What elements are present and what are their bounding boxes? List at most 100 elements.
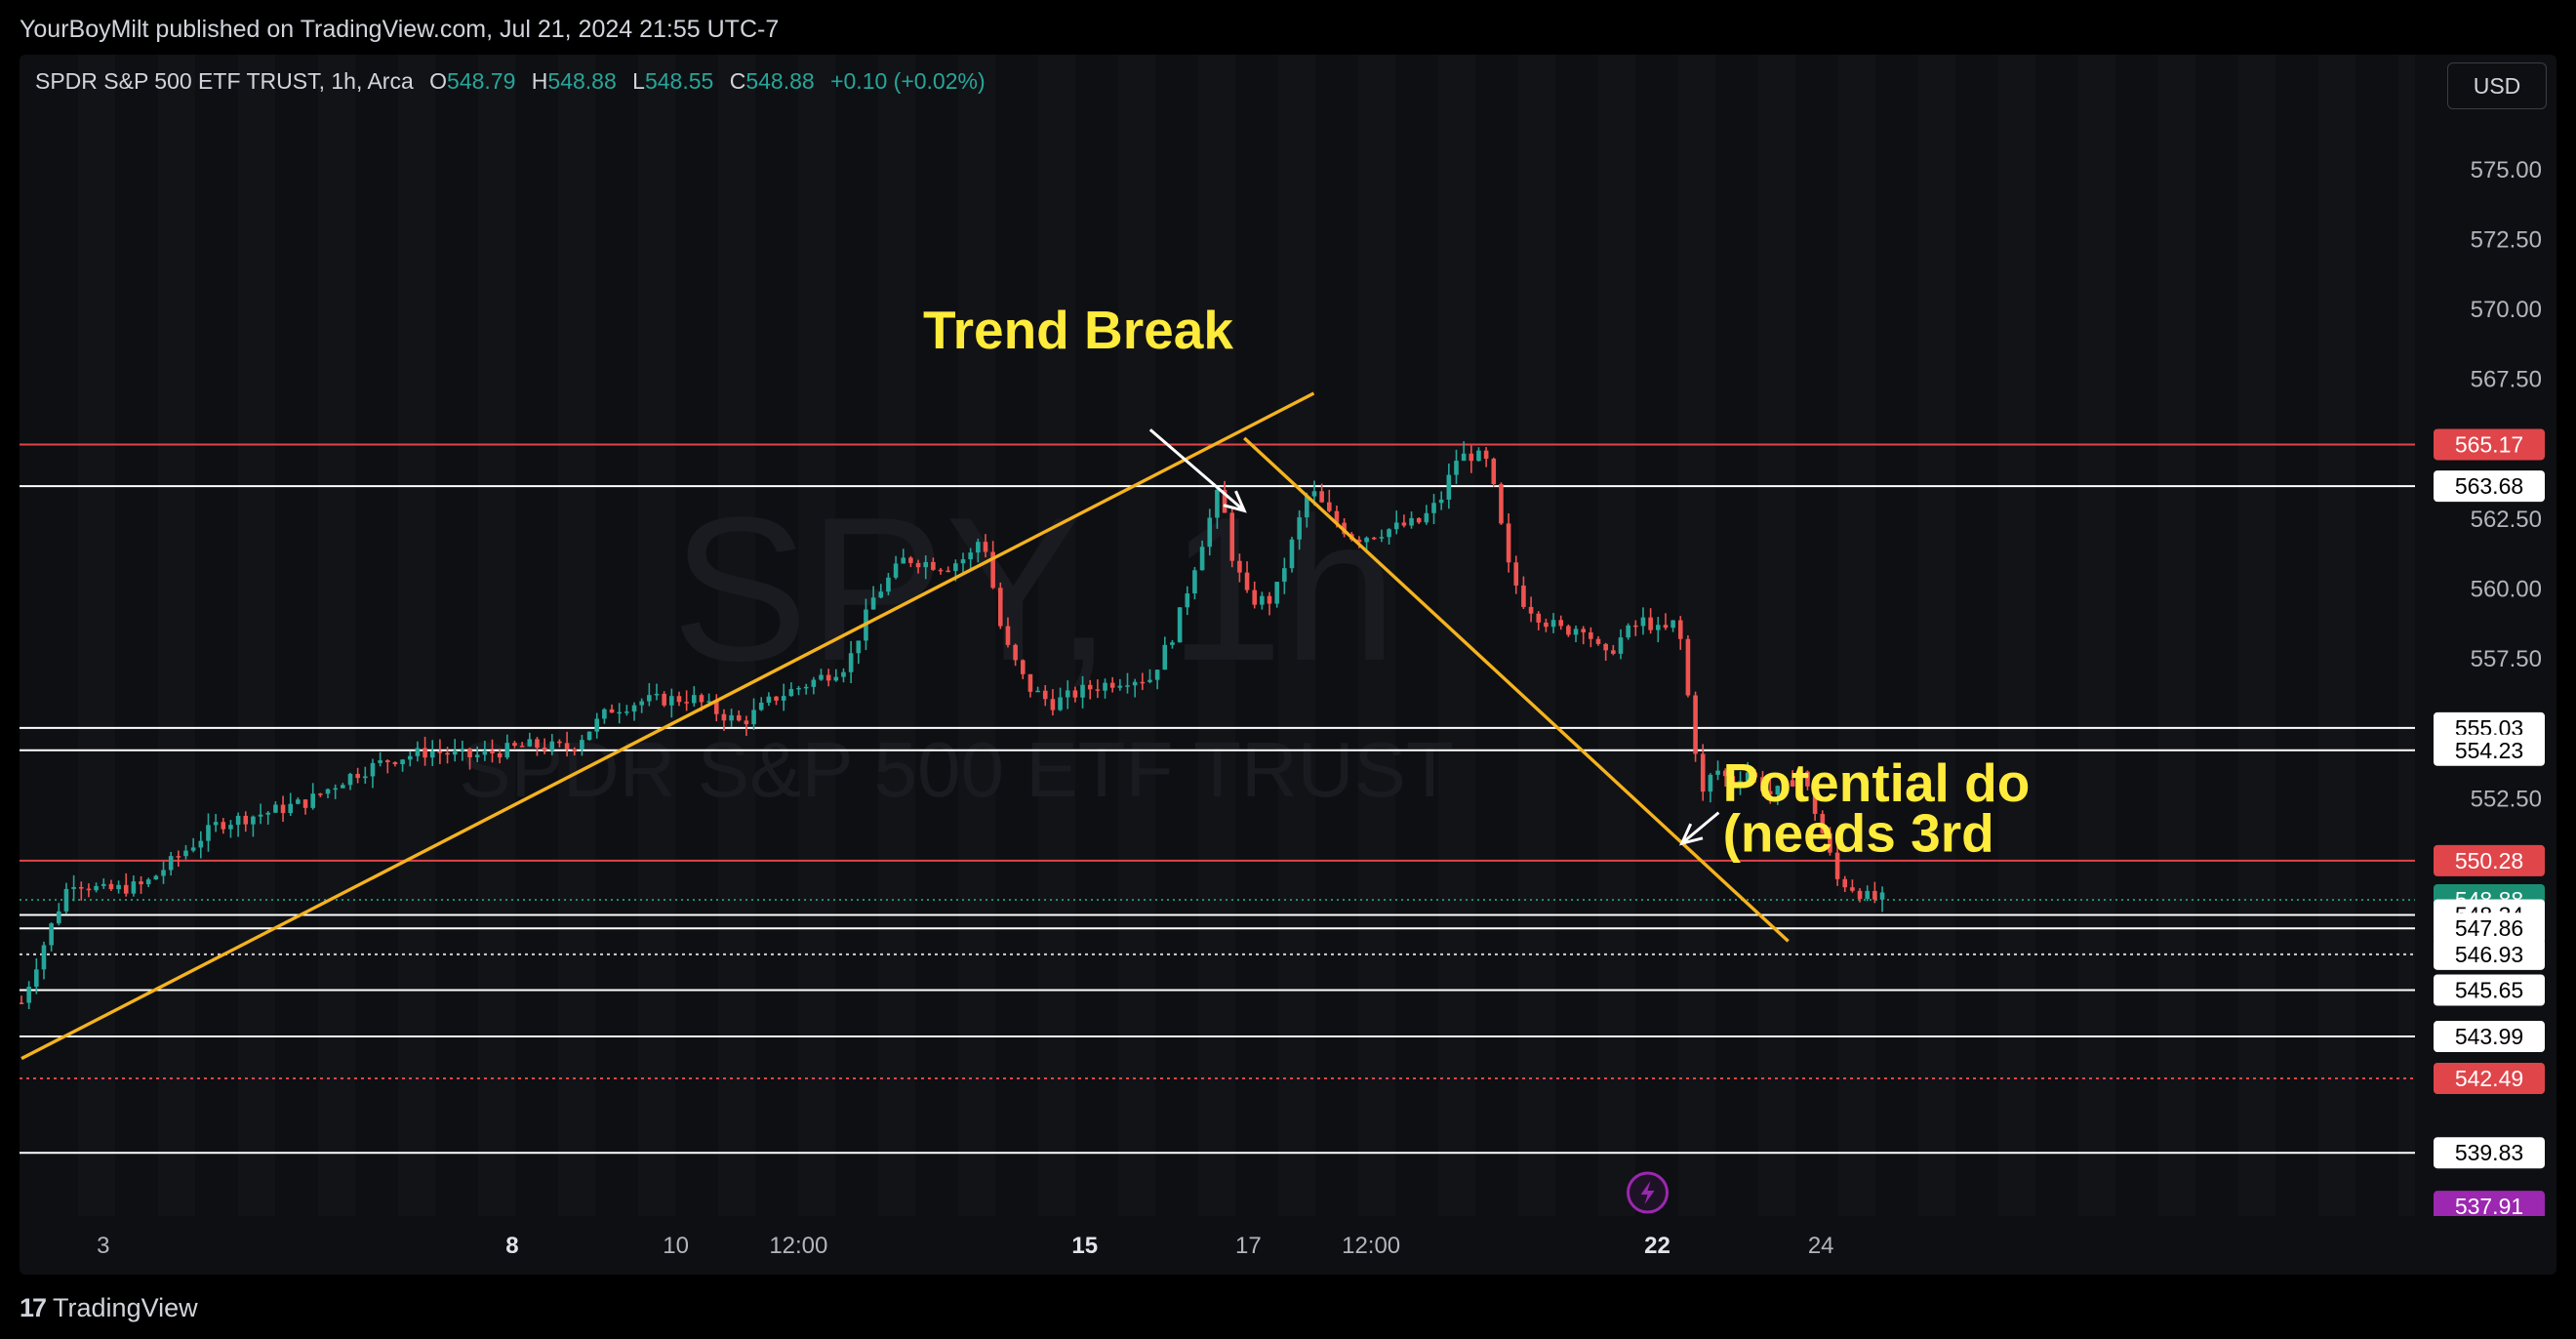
candle — [145, 877, 151, 887]
candle — [183, 844, 188, 860]
candle-body — [183, 850, 188, 857]
price-level-badge[interactable]: 563.68 — [2434, 470, 2545, 503]
price-level-badge[interactable]: 554.23 — [2434, 734, 2545, 766]
annotation-arrows[interactable] — [1148, 428, 1720, 846]
badge-label: 546.93 — [2455, 942, 2523, 967]
candle — [662, 691, 666, 708]
candle — [1050, 689, 1056, 716]
candle-body — [609, 709, 615, 713]
badge-background — [2434, 1191, 2545, 1223]
candle-body — [833, 676, 839, 681]
candle — [325, 788, 331, 798]
candle-body — [1566, 626, 1571, 635]
price-tick-label: 560.00 — [2471, 577, 2542, 603]
candle — [684, 690, 689, 711]
price-level-badge[interactable]: 546.93 — [2434, 938, 2545, 970]
candle — [78, 881, 84, 901]
candle-body — [1581, 629, 1586, 632]
annotation-text[interactable]: (needs 3rd — [1723, 803, 1994, 864]
symbol-description[interactable]: SPDR S&P 500 ETF TRUST, 1h, Arca — [35, 68, 414, 94]
badge-label: 539.83 — [2455, 1140, 2523, 1165]
price-axis[interactable]: 575.00 572.50 570.00 567.50 562.50 560.00 557.… — [2415, 55, 2556, 1275]
badge-label: 542.49 — [2455, 1066, 2523, 1091]
candle — [221, 818, 226, 834]
annotation-arrow[interactable] — [1680, 811, 1720, 845]
candle — [631, 702, 637, 721]
session-stripe — [1678, 55, 1715, 1216]
candle-body — [923, 561, 929, 568]
price-level-badge[interactable]: 539.83 — [2434, 1137, 2545, 1169]
annotation-text[interactable]: Trend Break — [923, 300, 1233, 360]
trendline[interactable] — [1243, 436, 1790, 943]
candle-body — [34, 969, 39, 987]
trendlines[interactable] — [20, 391, 1790, 1061]
candle — [1633, 620, 1638, 636]
candle-body — [1730, 776, 1736, 784]
session-stripe — [2238, 55, 2275, 1216]
candle — [34, 957, 39, 994]
price-tick-label: 552.50 — [2471, 786, 2542, 812]
candle-body — [1677, 620, 1683, 639]
candle-body — [1005, 626, 1011, 645]
annotation-arrow[interactable] — [1148, 428, 1246, 512]
arrow-head[interactable] — [1679, 823, 1704, 846]
candle — [407, 751, 413, 767]
candle — [1371, 537, 1377, 541]
price-level-badge[interactable]: 565.17 — [2434, 428, 2545, 461]
candle — [1752, 769, 1758, 783]
price-level-badge[interactable]: 545.65 — [2434, 974, 2545, 1006]
price-level-badge[interactable]: 543.99 — [2434, 1021, 2545, 1053]
chart-pane[interactable]: SPY, 1h SPDR S&P 500 ETF TRUST Trend Brea… — [20, 55, 2556, 1275]
annotation-text[interactable]: Potential do — [1723, 752, 2031, 813]
session-stripe — [1518, 55, 1555, 1216]
candle — [341, 783, 345, 789]
candle — [1550, 613, 1556, 633]
price-level-badge[interactable]: 547.86 — [2434, 913, 2545, 945]
high-value: 548.88 — [547, 68, 617, 94]
price-level-badge[interactable]: 550.28 — [2434, 844, 2545, 876]
candle — [1685, 634, 1691, 698]
candle — [206, 813, 211, 852]
close-value: 548.88 — [745, 68, 815, 94]
time-axis[interactable]: 3 8 10 12:00 15 17 12:00 22 24 — [20, 1216, 2556, 1275]
candle-body — [953, 563, 958, 572]
candle-body — [1700, 753, 1706, 792]
text-annotations[interactable]: Trend Break Potential do(needs 3rd — [923, 300, 2030, 864]
candle — [490, 739, 495, 763]
candle-body — [1229, 512, 1235, 561]
candle — [624, 705, 629, 716]
trendline[interactable] — [20, 391, 1315, 1061]
candle — [1544, 618, 1549, 632]
price-level-badge[interactable]: 537.91 — [2434, 1191, 2545, 1223]
candle-body — [819, 674, 824, 680]
candle-body — [400, 759, 405, 765]
candle-body — [78, 886, 84, 889]
candle-body — [557, 741, 562, 744]
price-level-badge[interactable]: 542.49 — [2434, 1063, 2545, 1095]
candle-body — [415, 748, 421, 756]
arrow-head[interactable] — [1223, 490, 1247, 513]
candle-body — [512, 743, 517, 747]
alert-marker[interactable] — [1627, 1171, 1670, 1214]
candle — [1670, 620, 1675, 632]
candle — [123, 872, 129, 897]
candle-body — [1476, 450, 1481, 462]
candle — [235, 812, 241, 837]
time-tick-label: 22 — [1644, 1233, 1670, 1259]
currency-button[interactable]: USD — [2447, 62, 2547, 109]
candle — [691, 686, 697, 707]
candle — [1274, 582, 1279, 608]
candle-body — [594, 718, 600, 732]
candle — [1215, 486, 1220, 529]
candle — [280, 795, 286, 823]
candle — [452, 739, 458, 762]
candle — [1745, 761, 1751, 787]
candle-body — [1805, 771, 1810, 787]
candle-body — [617, 711, 623, 714]
candle-body — [1207, 517, 1213, 548]
candle-body — [265, 812, 271, 815]
candle — [721, 709, 727, 731]
candle-body — [1454, 461, 1459, 475]
candle-body — [1775, 786, 1781, 795]
